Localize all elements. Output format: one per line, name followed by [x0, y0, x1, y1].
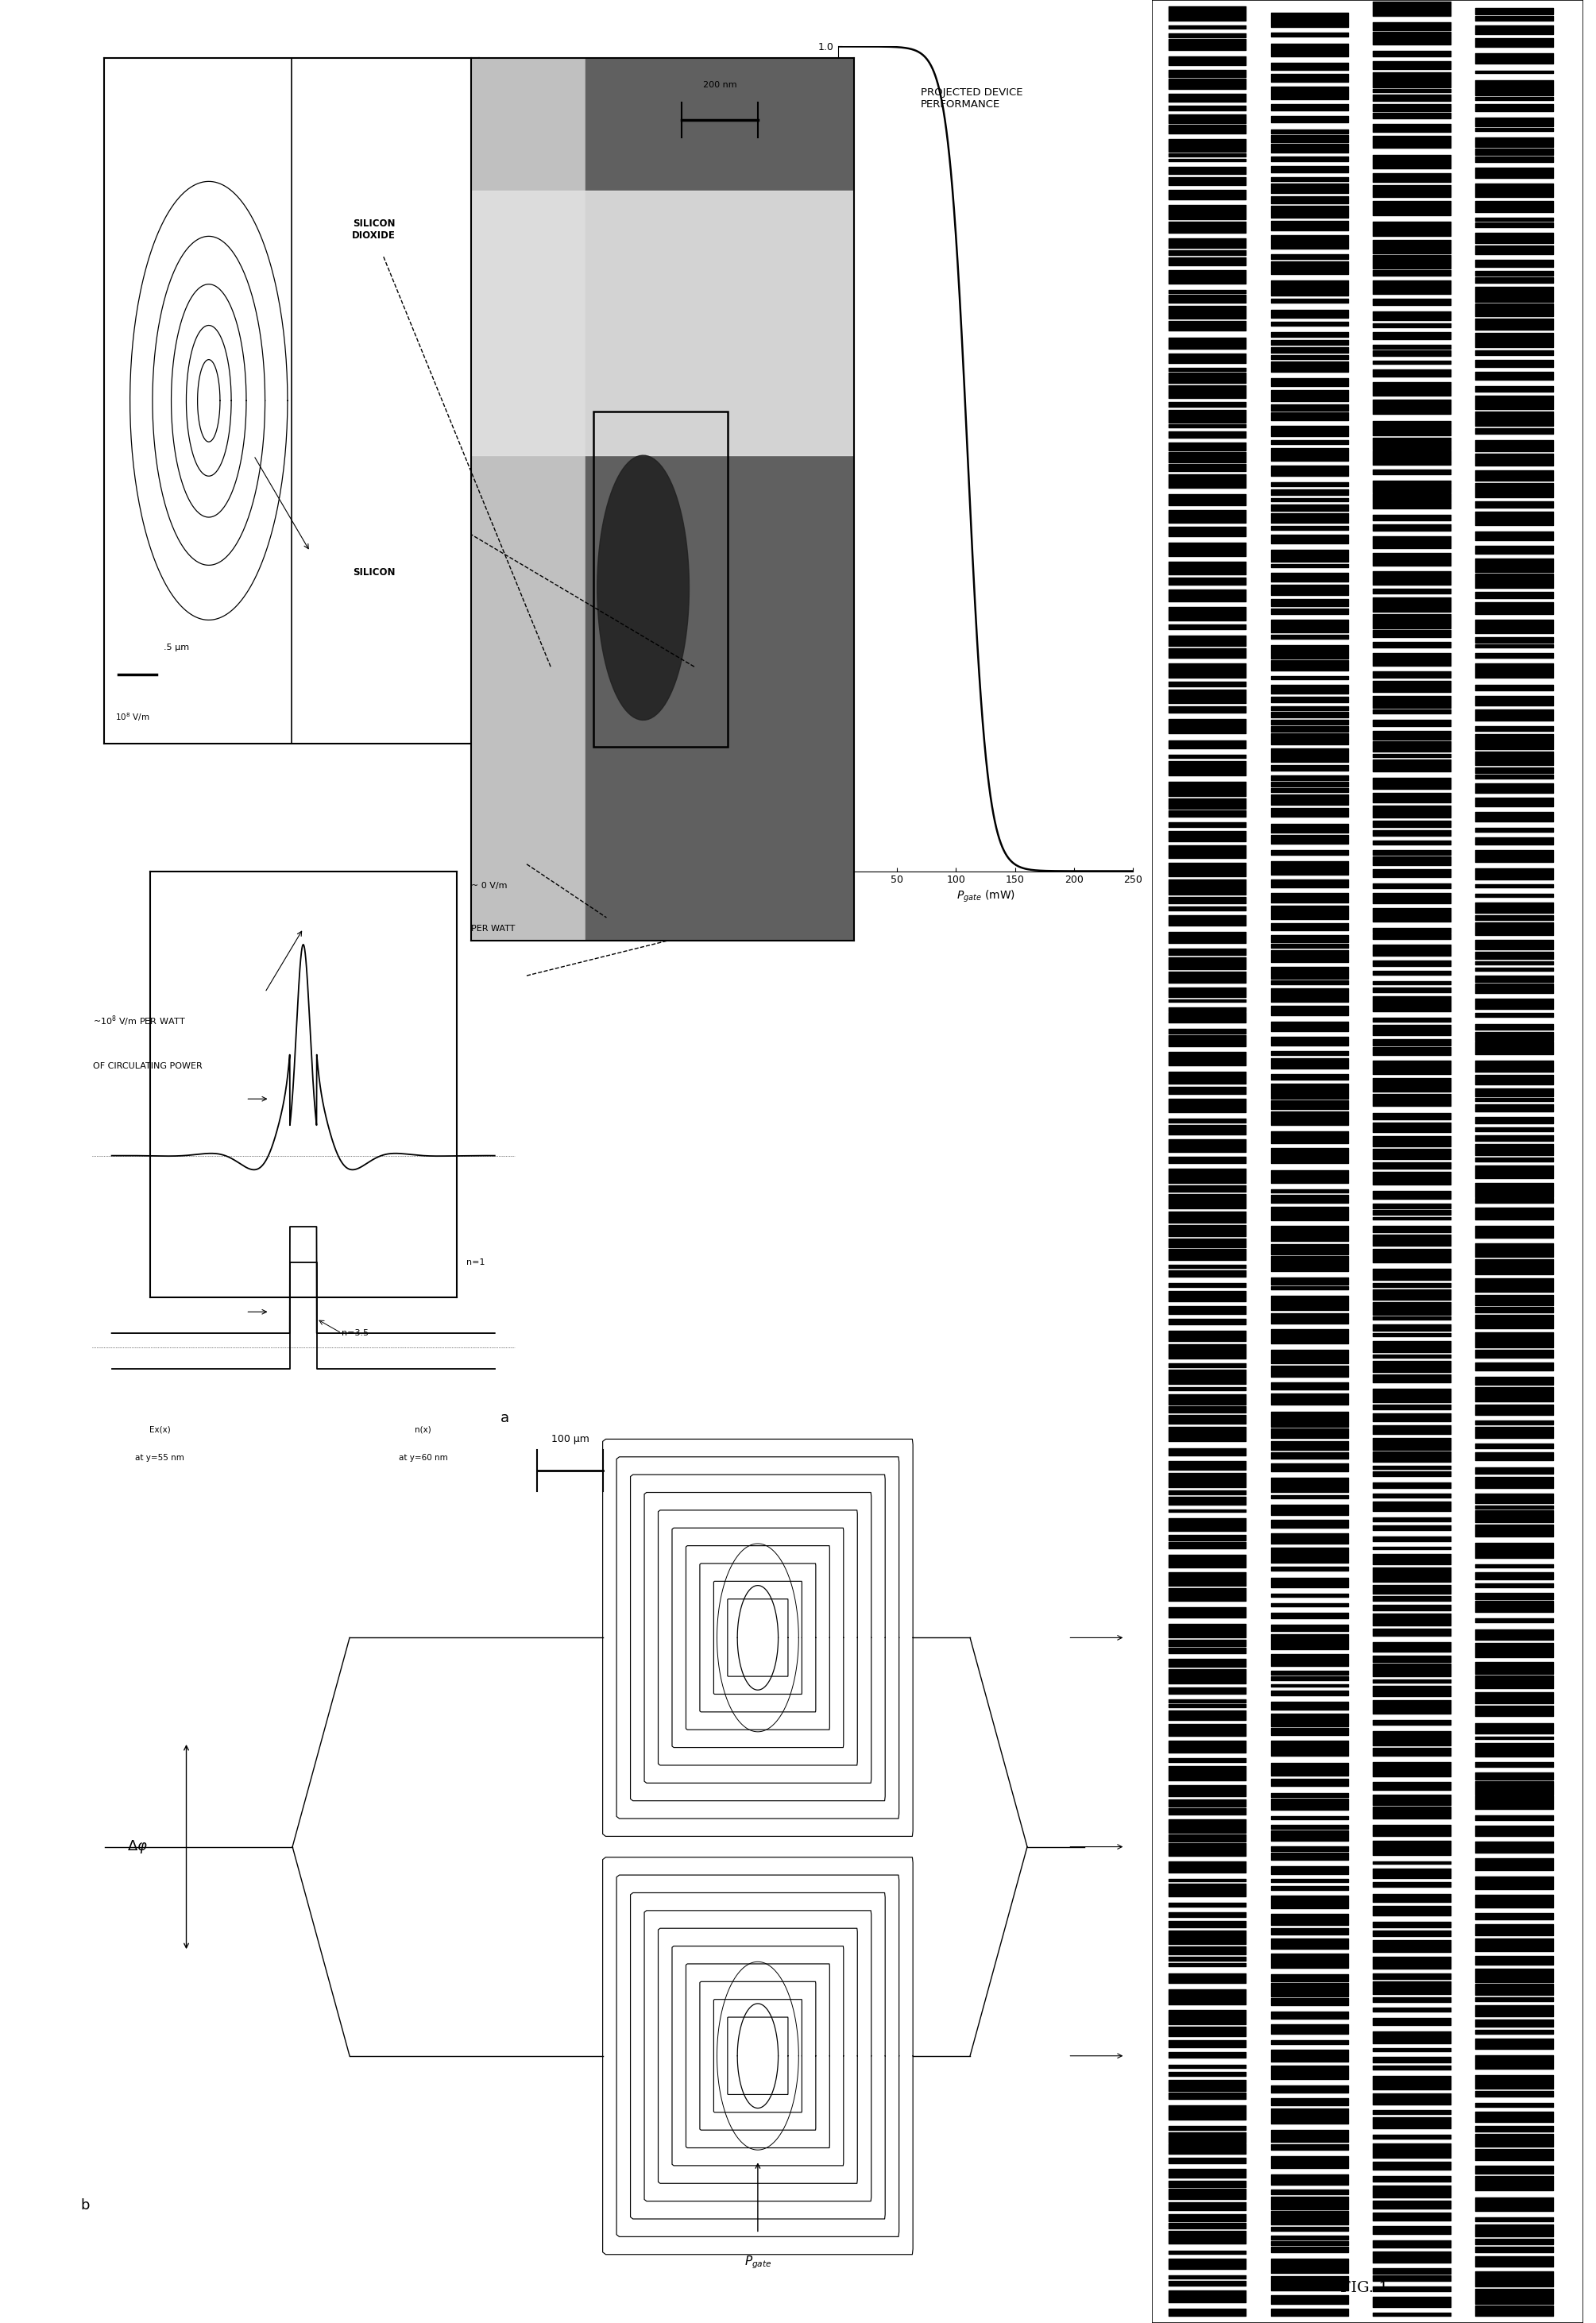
Text: Ex(x): Ex(x) — [148, 1426, 171, 1433]
Bar — [594, 411, 728, 746]
Polygon shape — [597, 455, 689, 720]
X-axis label: $P_{gate}$ (mW): $P_{gate}$ (mW) — [956, 890, 1015, 904]
Text: PER WATT: PER WATT — [471, 925, 516, 932]
Text: c: c — [772, 63, 780, 77]
Text: 200 nm: 200 nm — [702, 81, 737, 88]
Text: n=1: n=1 — [466, 1259, 485, 1266]
Text: n(x): n(x) — [415, 1426, 431, 1433]
Text: $\Delta\varphi$: $\Delta\varphi$ — [128, 1837, 148, 1856]
Text: 100 μm: 100 μm — [551, 1433, 589, 1445]
Text: a: a — [500, 1410, 509, 1426]
Text: b: b — [80, 2198, 89, 2211]
Text: .5 μm: .5 μm — [164, 643, 190, 650]
Text: FIG. 1: FIG. 1 — [1341, 2281, 1389, 2295]
Text: at y=60 nm: at y=60 nm — [399, 1454, 447, 1461]
Text: n=3.5: n=3.5 — [342, 1329, 369, 1338]
Text: at y=55 nm: at y=55 nm — [136, 1454, 184, 1461]
Text: $P_{gate}$: $P_{gate}$ — [744, 2253, 771, 2272]
Text: PROJECTED DEVICE
PERFORMANCE: PROJECTED DEVICE PERFORMANCE — [921, 88, 1023, 109]
Text: $10^8$ V/m: $10^8$ V/m — [115, 711, 150, 722]
Y-axis label: FRACTIONAL SIGNAL
TRANSMISSION: FRACTIONAL SIGNAL TRANSMISSION — [792, 411, 814, 506]
Text: OF CIRCULATING POWER: OF CIRCULATING POWER — [93, 1062, 203, 1071]
Text: ~$10^8$ V/m PER WATT: ~$10^8$ V/m PER WATT — [93, 1013, 185, 1027]
Text: SILICON: SILICON — [353, 567, 396, 576]
Text: ~ 0 V/m: ~ 0 V/m — [471, 883, 508, 890]
Text: SILICON
DIOXIDE: SILICON DIOXIDE — [353, 218, 396, 242]
